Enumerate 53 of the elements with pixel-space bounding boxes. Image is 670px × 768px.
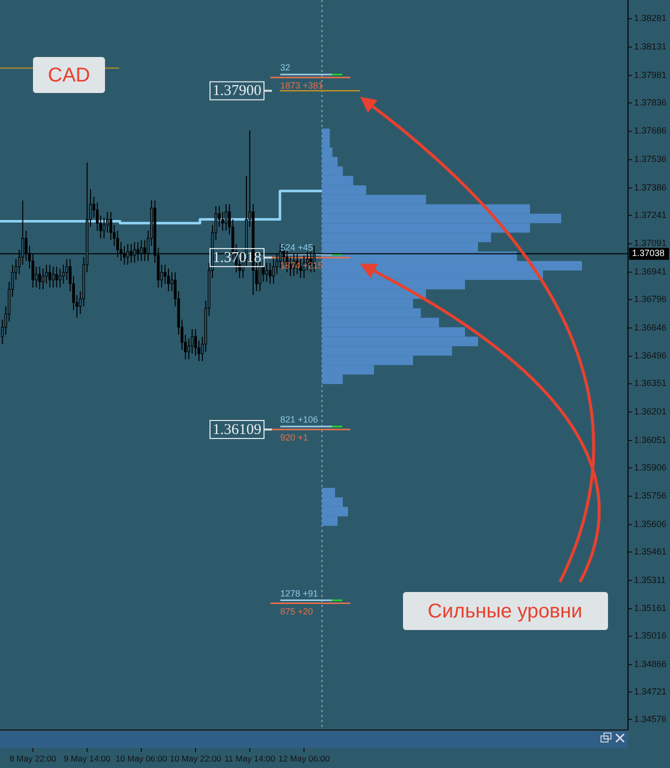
- y-tick-label: 1.38281: [634, 13, 667, 24]
- y-tick-label: 1.37536: [634, 154, 667, 164]
- candlestick: [268, 262, 272, 284]
- candlestick: [38, 266, 42, 290]
- y-tick-label: 1.35756: [634, 490, 667, 501]
- y-tick-label: 1.36496: [634, 350, 667, 361]
- y-tick-label: 1.37836: [634, 97, 667, 108]
- y-tick-label: 1.35016: [634, 630, 667, 641]
- candlestick: [55, 266, 58, 288]
- y-tick-label: 1.36051: [634, 434, 667, 445]
- annotation: 32: [280, 62, 290, 73]
- annotation: 1278 +91: [280, 588, 318, 598]
- y-tick-label: 1.35461: [634, 546, 667, 556]
- annotation: 1873 +381: [280, 80, 324, 91]
- candlestick: [265, 262, 268, 282]
- x-tick-label: 12 May 06:00: [278, 753, 330, 764]
- y-tick-label: 1.37981: [634, 70, 667, 80]
- y-tick-label: 1.35606: [634, 518, 667, 529]
- x-tick-label: 9 May 14:00: [64, 753, 111, 764]
- ref-line-label: 1.36109: [212, 422, 262, 438]
- y-tick-label: 1.36941: [634, 266, 667, 277]
- annotation: CAD: [48, 64, 90, 86]
- y-tick-label: 1.36796: [634, 294, 667, 304]
- y-tick-label: 1.35311: [634, 574, 666, 585]
- candlestick: [167, 268, 170, 292]
- annotation: 920 +1: [280, 432, 308, 442]
- y-tick-label: 1.35906: [634, 462, 667, 472]
- y-tick-label: 1.36351: [634, 378, 667, 388]
- y-tick-label: 1.37091: [634, 238, 667, 248]
- candlestick: [58, 268, 62, 288]
- y-tick-label: 1.36201: [634, 406, 667, 416]
- y-tick-label: 1.38131: [634, 41, 667, 52]
- candlestick: [42, 268, 44, 290]
- x-tick-label: 10 May 06:00: [116, 753, 168, 764]
- y-tick-label: 1.34721: [634, 686, 667, 696]
- ref-line-label: 1.37900: [212, 83, 262, 100]
- x-tick-label: 10 May 22:00: [170, 753, 222, 764]
- ref-line-label: 1.37038: [632, 248, 665, 258]
- y-tick-label: 1.37241: [634, 210, 667, 220]
- annotation: 875 +20: [280, 606, 314, 616]
- y-tick-label: 1.34866: [634, 658, 667, 669]
- y-tick-label: 1.35161: [634, 603, 667, 614]
- y-tick-label: 1.36646: [634, 322, 667, 332]
- candlestick: [62, 264, 65, 284]
- annotation: Сильные уровни: [428, 600, 582, 622]
- annotation: 821 +106: [280, 414, 318, 424]
- x-tick-label: 8 May 22:00: [9, 753, 57, 764]
- y-tick-label: 1.34576: [634, 714, 667, 724]
- y-tick-label: 1.37686: [634, 126, 667, 136]
- candlestick: [224, 204, 228, 232]
- x-tick-label: 11 May 14:00: [224, 753, 276, 764]
- y-tick-label: 1.37386: [634, 182, 667, 192]
- candlestick: [48, 264, 52, 288]
